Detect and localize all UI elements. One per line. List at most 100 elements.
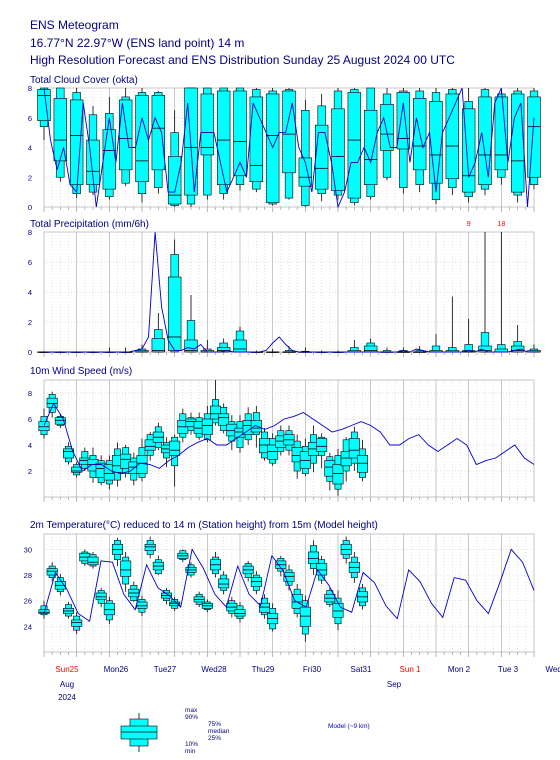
box-p25-p75 <box>283 572 295 582</box>
x-day-label: Fri30 <box>303 665 322 674</box>
ensemble-box <box>86 105 100 196</box>
x-year-label: 2024 <box>58 693 76 702</box>
box-p25-p75 <box>151 95 166 171</box>
ensemble-box <box>347 340 362 353</box>
ensemble-box <box>38 408 50 439</box>
hres-line <box>43 402 535 475</box>
ensemble-box <box>314 93 329 202</box>
y-tick-label: 28 <box>24 571 32 580</box>
legend-label: median <box>208 728 230 735</box>
legend-label: 90% <box>185 714 198 721</box>
box-p25-p75 <box>136 601 148 609</box>
ensemble-box <box>234 601 246 623</box>
x-day-label: Wed28 <box>201 665 227 674</box>
x-month-label: Sep <box>387 680 402 689</box>
ensemble-box <box>340 536 352 564</box>
box-p25-p75 <box>71 619 83 627</box>
panel-0: Total Cloud Cover (okta) 0 2 4 6 8 <box>28 75 541 212</box>
ensemble-box <box>291 584 303 618</box>
ensemble-box <box>167 239 182 353</box>
box-p25-p75 <box>167 276 182 351</box>
x-day-label: Tue27 <box>154 665 177 674</box>
panel-3: 2m Temperature(°C) reduced to 14 m (Stat… <box>24 520 535 657</box>
box-p25-p75 <box>38 421 50 432</box>
ensemble-box <box>356 439 368 482</box>
ensemble-box <box>38 600 50 619</box>
box-p25-p75 <box>380 104 394 151</box>
y-tick-label: 8 <box>28 84 32 93</box>
ensemble-box <box>37 87 51 141</box>
panel-title: 10m Wind Speed (m/s) <box>30 366 132 377</box>
ensemble-box <box>185 412 197 435</box>
ensemble-box <box>200 340 215 353</box>
ensemble-box <box>46 391 58 418</box>
ensemble-box <box>87 551 99 569</box>
ensemble-box <box>46 562 58 582</box>
ensemble-box <box>152 555 164 576</box>
box-p25-p75 <box>71 466 83 473</box>
forecast-subtitle: High Resolution Forecast and ENS Distrib… <box>30 53 455 67</box>
panel-1: Total Precipitation (mm/6h) 0 2 4 6 8 9 18 <box>28 219 541 357</box>
ensemble-box <box>184 295 198 353</box>
ensemble-box <box>445 296 460 353</box>
y-tick-label: 0 <box>28 203 32 212</box>
ensemble-box <box>103 455 115 490</box>
box-p25-p75 <box>299 606 311 627</box>
box-p25-p75 <box>347 92 362 199</box>
ensemble-box <box>201 406 213 443</box>
meteogram-title: ENS Meteogram <box>30 18 119 32</box>
box-p25-p75 <box>169 440 181 456</box>
ensemble-box <box>445 88 460 196</box>
box-p25-p75 <box>95 592 107 600</box>
hres-line <box>43 87 535 209</box>
ensemble-box <box>71 461 83 478</box>
box-p25-p75 <box>233 339 247 353</box>
x-day-label: Sun 1 <box>400 665 421 674</box>
x-day-label: Mon 2 <box>448 665 471 674</box>
box-p25-p75 <box>332 602 344 618</box>
box-p25-p75 <box>429 101 443 184</box>
ensemble-box <box>218 571 230 595</box>
box-p25-p75 <box>144 543 156 551</box>
ensemble-box <box>356 584 368 610</box>
y-tick-label: 2 <box>28 467 32 476</box>
box-p25-p75 <box>356 455 368 473</box>
legend-label: 75% <box>208 721 221 728</box>
ensemble-box <box>348 551 360 583</box>
ensemble-box <box>429 88 443 205</box>
ensemble-box <box>112 537 124 567</box>
ensemble-box <box>282 88 296 200</box>
ensemble-box <box>283 425 295 456</box>
box-p25-p75 <box>37 89 51 122</box>
ensemble-box <box>510 325 525 353</box>
ensemble-box <box>193 591 205 608</box>
box-p25-p75 <box>298 157 313 187</box>
ensemble-box <box>348 426 360 471</box>
hres-line <box>43 548 535 622</box>
ensemble-box <box>200 87 215 200</box>
box-p25-p75 <box>282 90 296 174</box>
box-p25-p75 <box>46 568 58 576</box>
ensemble-box <box>363 87 378 200</box>
ensemble-box <box>478 88 492 196</box>
ensemble-box <box>510 88 525 203</box>
ensemble-box <box>249 88 264 193</box>
box-p25-p75 <box>216 347 231 353</box>
x-day-label: Wed 4 <box>546 665 560 674</box>
y-tick-label: 8 <box>28 389 32 398</box>
ensemble-box <box>233 87 247 191</box>
ensemble-box <box>69 88 84 199</box>
box-p25-p75 <box>169 601 181 607</box>
ensemble-box <box>258 594 270 619</box>
ensemble-box <box>144 432 156 461</box>
box-p25-p75 <box>478 345 492 353</box>
legend-label: min <box>185 748 196 755</box>
ensemble-box <box>275 555 287 577</box>
offscale-value-label: 18 <box>497 221 505 228</box>
ensemble-box <box>177 549 189 563</box>
ensemble-box <box>331 88 345 200</box>
ensemble-box <box>494 89 509 185</box>
box-p25-p75 <box>151 338 166 353</box>
